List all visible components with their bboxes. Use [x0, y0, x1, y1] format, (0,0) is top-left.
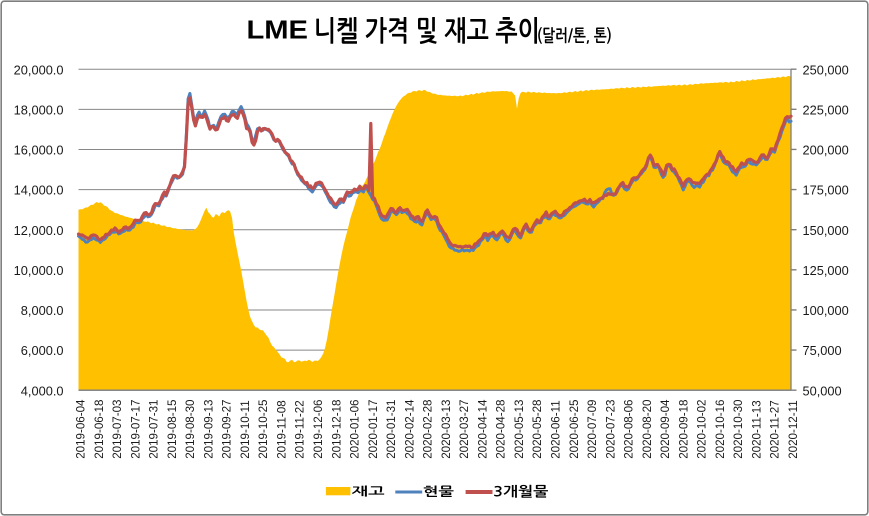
- svg-text:125,000: 125,000: [803, 263, 849, 278]
- svg-text:2019-06-18: 2019-06-18: [93, 399, 106, 458]
- svg-text:2020-01-06: 2020-01-06: [349, 399, 362, 458]
- svg-text:2020-11-27: 2020-11-27: [769, 400, 782, 458]
- svg-text:10,000.0: 10,000.0: [14, 263, 64, 278]
- svg-text:2020-12-11: 2020-12-11: [787, 400, 800, 458]
- svg-text:2020-08-20: 2020-08-20: [641, 399, 654, 458]
- svg-text:2020-01-31: 2020-01-31: [385, 399, 398, 458]
- svg-text:2020-10-16: 2020-10-16: [714, 399, 727, 458]
- svg-text:2019-12-06: 2019-12-06: [312, 399, 325, 458]
- svg-text:2020-06-25: 2020-06-25: [568, 399, 581, 458]
- svg-text:2019-09-13: 2019-09-13: [202, 399, 215, 458]
- svg-text:2019-07-31: 2019-07-31: [148, 399, 161, 458]
- svg-text:2020-01-17: 2020-01-17: [367, 399, 380, 458]
- svg-text:LME: LME: [247, 14, 309, 44]
- svg-text:2019-10-25: 2019-10-25: [257, 399, 270, 458]
- svg-text:2020-04-28: 2020-04-28: [495, 399, 508, 458]
- svg-text:2019-11-08: 2019-11-08: [275, 400, 288, 458]
- svg-text:2020-11-13: 2020-11-13: [750, 400, 763, 458]
- svg-text:4,000.0: 4,000.0: [21, 383, 64, 398]
- svg-text:18,000.0: 18,000.0: [14, 102, 64, 117]
- svg-text:2020-10-30: 2020-10-30: [732, 399, 745, 458]
- svg-text:2020-02-14: 2020-02-14: [403, 399, 416, 459]
- svg-text:2020-03-13: 2020-03-13: [440, 399, 453, 458]
- svg-text:2019-07-17: 2019-07-17: [129, 399, 142, 458]
- svg-text:2020-09-18: 2020-09-18: [677, 399, 690, 458]
- svg-text:2020-07-09: 2020-07-09: [586, 399, 599, 458]
- svg-text:2020-04-14: 2020-04-14: [476, 399, 489, 459]
- svg-text:2020-09-04: 2020-09-04: [659, 399, 672, 459]
- svg-text:2020-05-28: 2020-05-28: [531, 399, 544, 458]
- svg-text:12,000.0: 12,000.0: [14, 223, 64, 238]
- svg-text:2020-10-02: 2020-10-02: [696, 399, 709, 458]
- svg-text:2019-12-18: 2019-12-18: [330, 399, 343, 458]
- svg-text:100,000: 100,000: [803, 303, 849, 318]
- svg-text:2020-03-27: 2020-03-27: [458, 399, 471, 458]
- svg-text:250,000: 250,000: [803, 62, 849, 77]
- svg-text:2019-09-27: 2019-09-27: [221, 399, 234, 458]
- svg-text:14,000.0: 14,000.0: [14, 183, 64, 198]
- svg-text:200,000: 200,000: [803, 143, 849, 158]
- svg-text:20,000.0: 20,000.0: [14, 62, 64, 77]
- svg-text:225,000: 225,000: [803, 102, 849, 117]
- svg-text:2020-07-23: 2020-07-23: [604, 399, 617, 458]
- svg-text:8,000.0: 8,000.0: [21, 303, 64, 318]
- svg-text:175,000: 175,000: [803, 183, 849, 198]
- svg-text:6,000.0: 6,000.0: [21, 343, 64, 358]
- svg-text:2020-06-11: 2020-06-11: [550, 400, 563, 458]
- svg-text:2019-08-15: 2019-08-15: [166, 399, 179, 458]
- svg-text:150,000: 150,000: [803, 223, 849, 238]
- svg-text:50,000: 50,000: [803, 383, 842, 398]
- svg-text:2019-08-30: 2019-08-30: [184, 399, 197, 458]
- svg-text:16,000.0: 16,000.0: [14, 143, 64, 158]
- svg-text:75,000: 75,000: [803, 343, 842, 358]
- svg-text:2019-06-04: 2019-06-04: [75, 399, 88, 459]
- svg-text:2019-10-11: 2019-10-11: [239, 400, 252, 458]
- svg-text:2019-07-03: 2019-07-03: [111, 399, 124, 458]
- svg-text:2020-08-06: 2020-08-06: [623, 399, 636, 458]
- svg-text:2020-05-13: 2020-05-13: [513, 399, 526, 458]
- svg-text:2019-11-22: 2019-11-22: [294, 400, 307, 458]
- svg-text:2020-02-28: 2020-02-28: [422, 399, 435, 458]
